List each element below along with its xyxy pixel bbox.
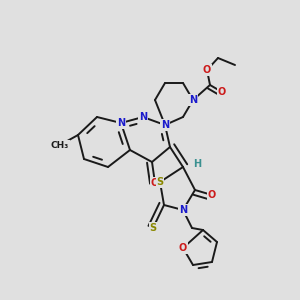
Text: O: O [151, 178, 159, 188]
Text: N: N [179, 205, 187, 215]
Text: H: H [193, 159, 201, 169]
Text: O: O [203, 65, 211, 75]
Text: O: O [179, 243, 187, 253]
Text: N: N [161, 120, 169, 130]
Text: N: N [139, 112, 147, 122]
Text: CH₃: CH₃ [51, 140, 69, 149]
Text: N: N [189, 95, 197, 105]
Text: S: S [156, 177, 164, 187]
Text: N: N [117, 118, 125, 128]
Text: O: O [218, 87, 226, 97]
Text: S: S [149, 223, 157, 233]
Text: O: O [208, 190, 216, 200]
